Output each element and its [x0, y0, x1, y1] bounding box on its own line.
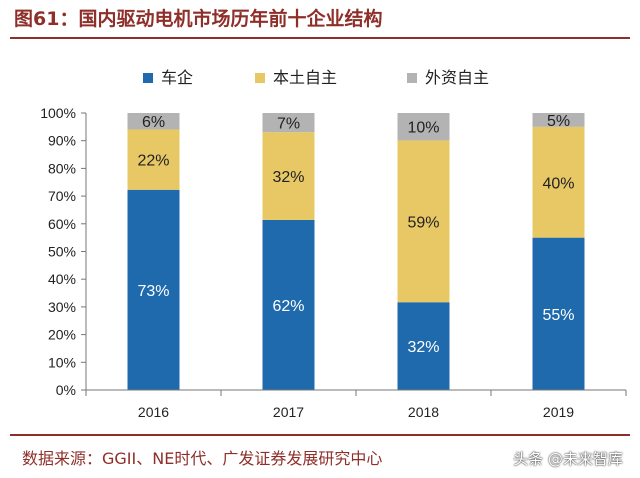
bar-segment: [262, 219, 315, 390]
bar-segment: [397, 140, 450, 303]
source-divider: [10, 434, 630, 436]
data-label: 22%: [137, 153, 169, 170]
bar-segment: [127, 189, 180, 390]
y-tick-label: 0%: [56, 382, 76, 398]
x-tick-label: 2019: [543, 404, 574, 420]
bar-segment: [532, 237, 585, 390]
data-label: 32%: [272, 169, 304, 186]
x-tick-label: 2018: [408, 404, 439, 420]
data-label: 40%: [542, 175, 574, 192]
data-label: 10%: [407, 120, 439, 137]
y-tick-label: 50%: [48, 244, 76, 260]
data-label: 5%: [547, 113, 570, 130]
data-label: 59%: [407, 214, 439, 231]
x-axis: 2016 2017 2018 2019: [85, 389, 627, 420]
data-label: 55%: [542, 307, 574, 324]
x-tick-label: 2016: [138, 404, 169, 420]
bar-segment: [127, 129, 180, 190]
y-axis: 0% 10% 20% 30% 40% 50% 60% 70% 80% 90% 100%: [40, 105, 87, 398]
data-label: 73%: [137, 283, 169, 300]
bar-segment: [532, 126, 585, 238]
legend-label-1: 本土自主: [273, 69, 337, 87]
chart-title: 图61：国内驱动电机市场历年前十企业结构: [14, 8, 383, 30]
y-tick-label: 100%: [40, 105, 76, 121]
bar-segment: [262, 113, 315, 133]
bar-segment: [127, 113, 180, 130]
y-tick-label: 10%: [48, 354, 76, 370]
title-divider: [10, 37, 630, 39]
data-label: 62%: [272, 298, 304, 315]
legend: 车企 本土自主 外资自主: [143, 69, 489, 87]
bars: 73% 22% 6% 62% 32% 7% 32% 59% 10% 55% 40% 5%: [127, 113, 585, 390]
legend-swatch-2: [407, 73, 417, 83]
bar-segment: [397, 113, 450, 141]
y-tick-label: 90%: [48, 133, 76, 149]
x-tick-label: 2017: [273, 404, 304, 420]
y-tick-label: 20%: [48, 327, 76, 343]
bar-segment: [532, 113, 585, 127]
legend-swatch-1: [255, 73, 265, 83]
data-label: 6%: [142, 114, 165, 131]
data-label: 7%: [277, 116, 300, 133]
data-label: 32%: [407, 339, 439, 356]
stacked-bar-chart: 车企 本土自主 外资自主 0% 10% 20% 30% 40% 50% 60% 70% 80% 90%…: [40, 69, 627, 420]
y-tick-label: 70%: [48, 188, 76, 204]
y-tick-label: 60%: [48, 216, 76, 232]
y-tick-label: 30%: [48, 299, 76, 315]
bar-segment: [262, 132, 315, 220]
legend-label-0: 车企: [161, 69, 193, 87]
y-tick-label: 80%: [48, 160, 76, 176]
legend-label-2: 外资自主: [425, 69, 489, 87]
watermark: 头条 @未来智库: [513, 450, 623, 468]
y-tick-label: 40%: [48, 271, 76, 287]
source-note: 数据来源：GGII、NE时代、广发证券发展研究中心: [22, 449, 383, 468]
legend-swatch-0: [143, 73, 153, 83]
bar-segment: [397, 302, 450, 390]
